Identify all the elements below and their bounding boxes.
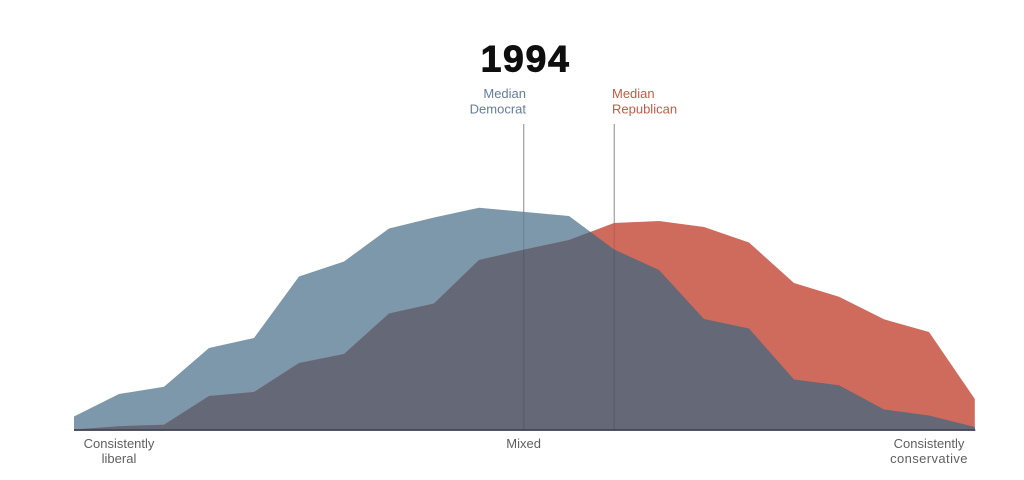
svg-text:Democrat: Democrat <box>470 102 527 117</box>
svg-text:Consistently: Consistently <box>84 436 155 451</box>
svg-text:Republican: Republican <box>612 102 677 117</box>
svg-text:conservative: conservative <box>890 451 968 466</box>
svg-text:1994: 1994 <box>481 38 571 80</box>
svg-text:Mixed: Mixed <box>506 436 541 451</box>
svg-text:Consistently: Consistently <box>894 436 965 451</box>
svg-text:Median: Median <box>612 86 655 101</box>
svg-text:Median: Median <box>483 86 526 101</box>
svg-text:liberal: liberal <box>102 451 137 466</box>
